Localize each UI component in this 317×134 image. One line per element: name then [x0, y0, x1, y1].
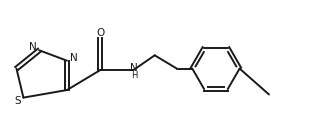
Text: N: N: [29, 42, 37, 52]
Text: N: N: [70, 53, 78, 63]
Text: S: S: [15, 96, 21, 106]
Text: H: H: [131, 71, 137, 80]
Text: O: O: [96, 28, 104, 38]
Text: N: N: [130, 63, 138, 73]
